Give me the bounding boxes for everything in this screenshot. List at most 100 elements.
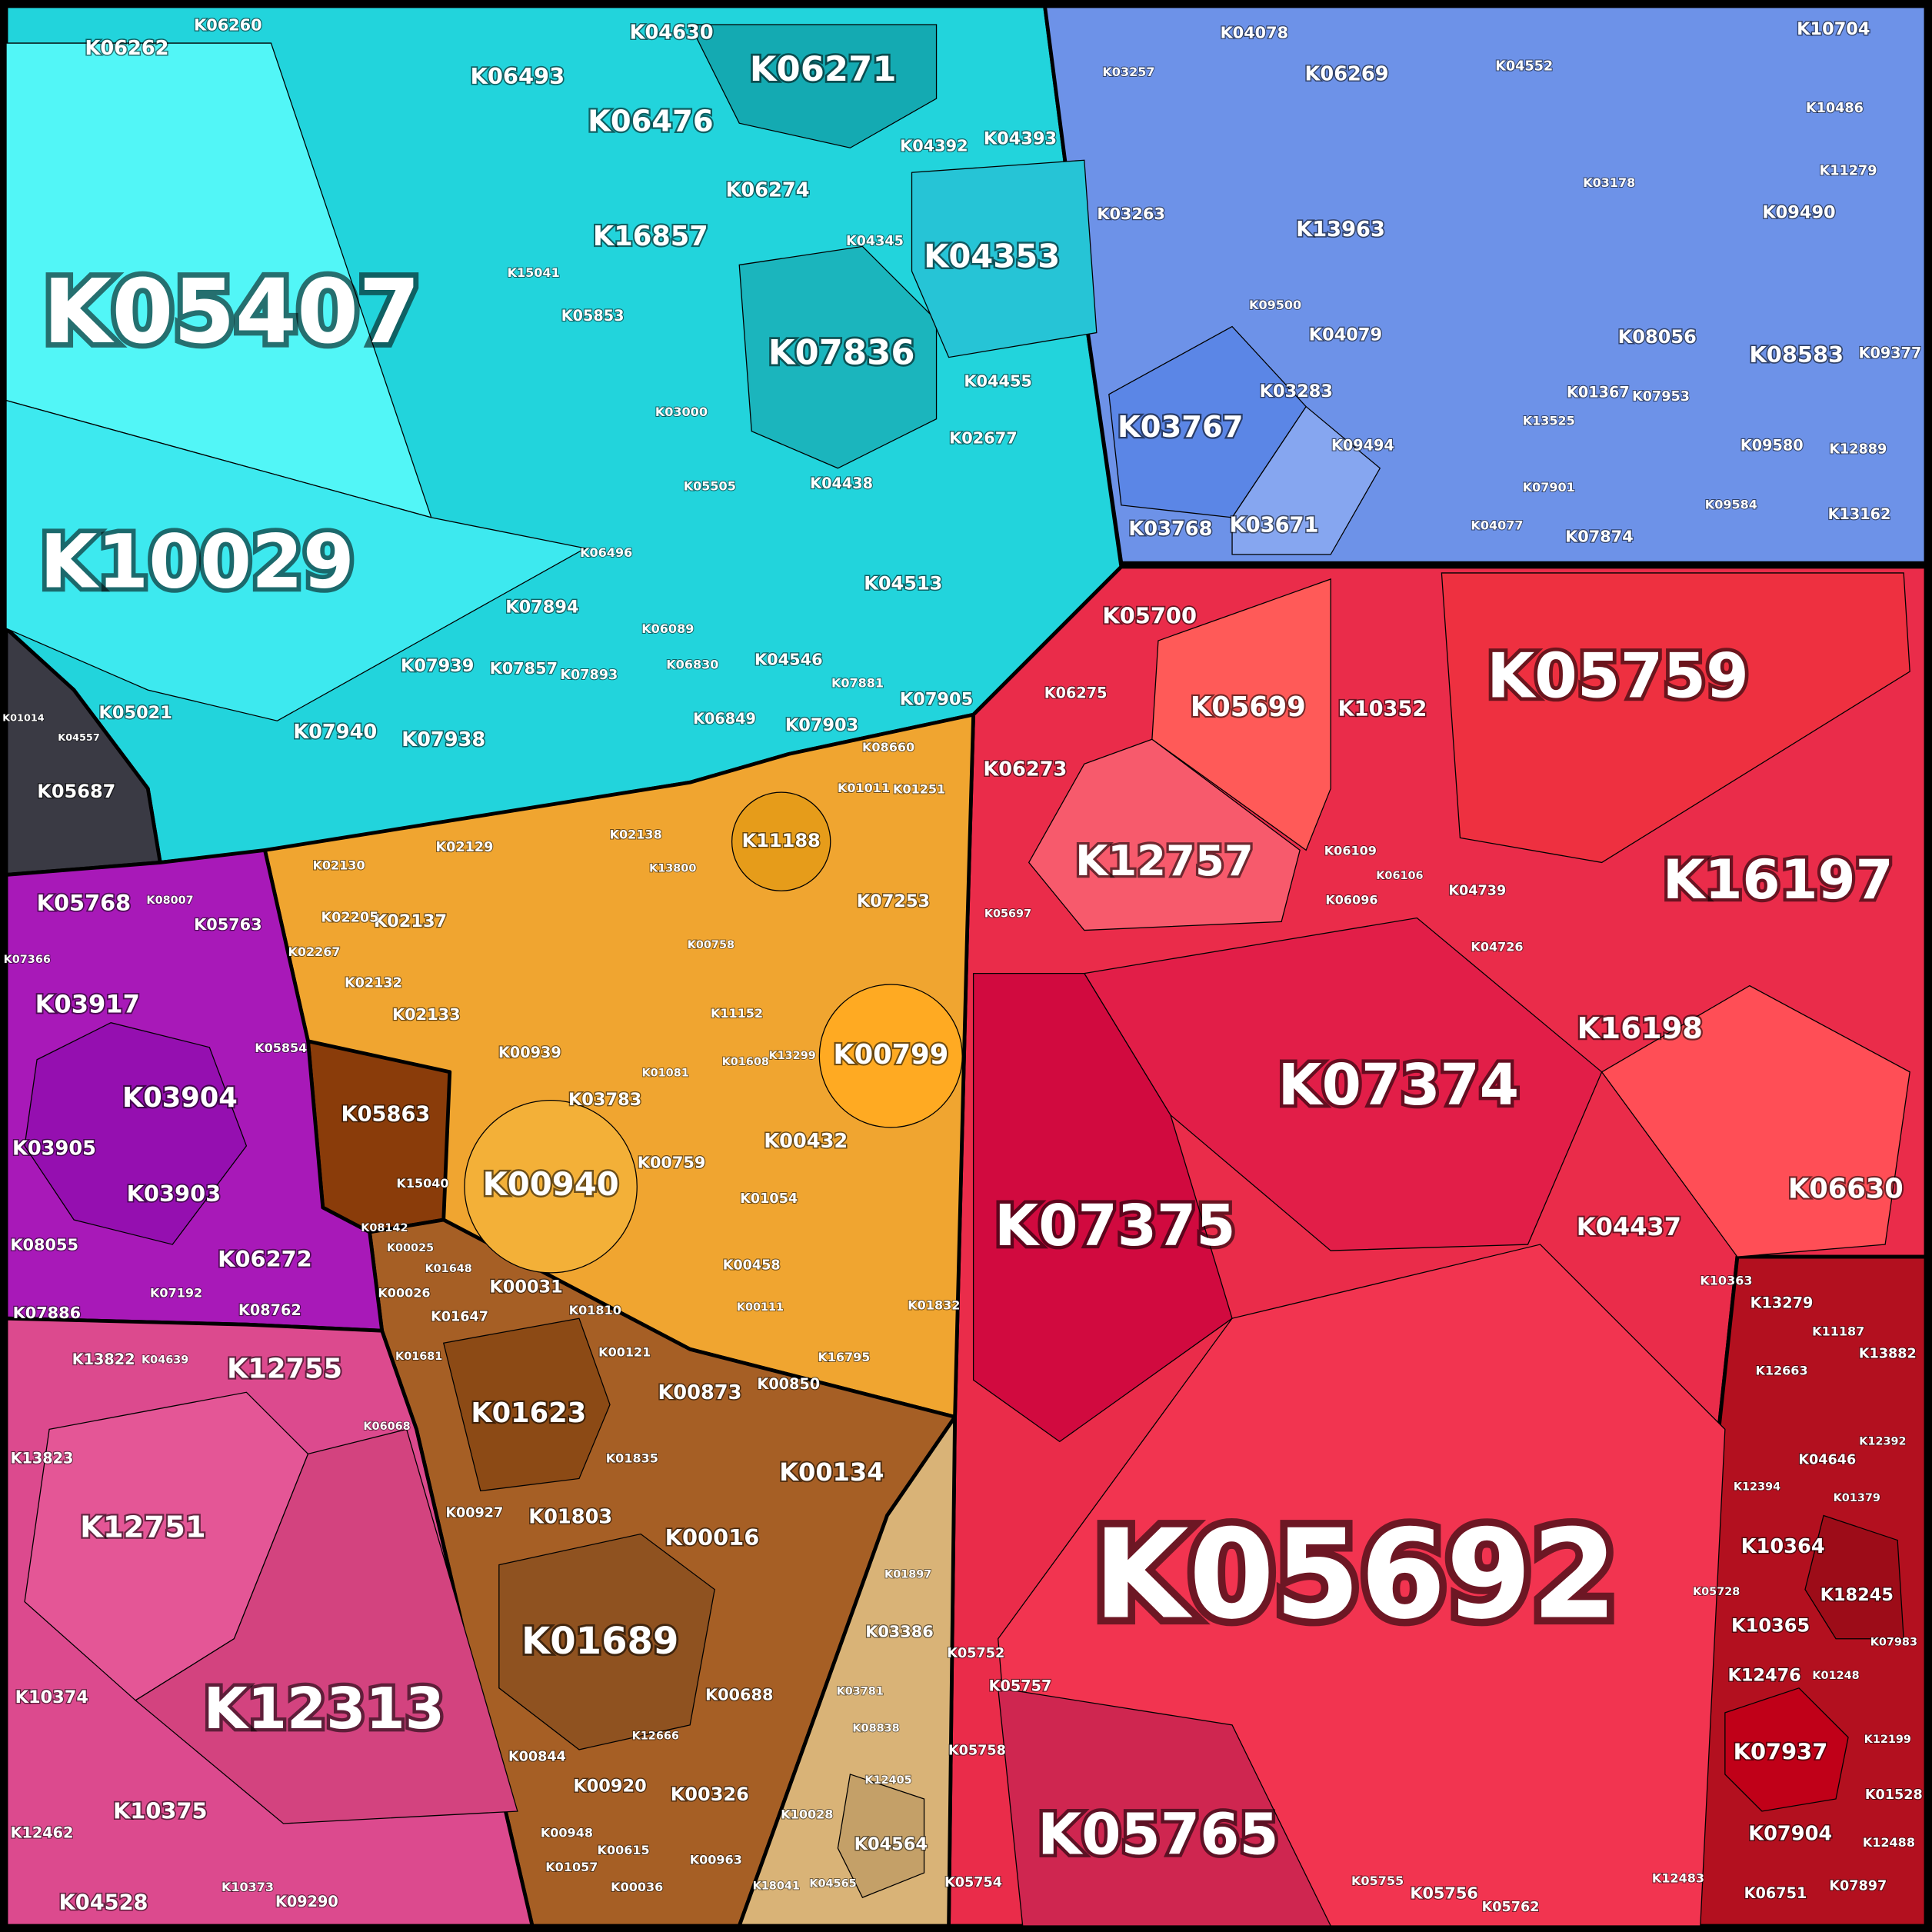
cell-label: K12663 [1755,1364,1807,1378]
cell-label: K04528 [59,1891,148,1915]
cell-label: K02132 [345,975,402,991]
cell-label: K07894 [505,597,578,617]
cell-label: K08056 [1618,326,1697,348]
cell-label: K02129 [436,840,494,855]
cell-label: K07938 [401,728,485,751]
cell-label: K06496 [580,545,632,560]
cell-label: K07901 [1523,480,1575,495]
cell-label: K03903 [127,1181,222,1207]
cell-label: K12405 [864,1774,911,1787]
cell-label: K01623 [471,1397,586,1429]
cell-label: K00111 [737,1301,784,1314]
cell-label: K04646 [1798,1452,1856,1467]
cell-label: K10029 [40,518,355,605]
cell-label: K00799 [833,1039,948,1071]
cell-label: K08762 [238,1301,301,1319]
cell [1804,1514,1904,1640]
cell-label: K10365 [1731,1615,1810,1637]
cell-label: K05697 [984,908,1031,921]
cell-label: K05755 [1351,1874,1404,1888]
cell [1724,1687,1849,1812]
cell-label: K01057 [545,1860,598,1874]
cell [738,245,938,469]
cell-label: K12751 [80,1511,206,1545]
cell-label: K08055 [10,1236,78,1254]
cell-label: K06751 [1744,1884,1807,1902]
cell-label: K06262 [85,37,169,60]
cell-label: K12483 [1652,1871,1704,1886]
cell-label: K08142 [361,1222,408,1234]
cell-label: K06068 [363,1421,410,1433]
cell-label: K07905 [900,689,973,709]
cell-label: K05763 [194,915,262,934]
cell-label: K00850 [757,1375,820,1393]
cell-label: K01689 [521,1620,678,1663]
cell-label: K04353 [924,237,1060,275]
cell-label: K12476 [1727,1665,1800,1685]
cell-label: K01608 [722,1056,769,1068]
cell-label: K07253 [857,891,930,911]
cell-label: K04393 [984,129,1057,149]
region-dark-brown [306,1039,452,1234]
cell-label: K07366 [4,954,51,966]
cell [464,1099,638,1274]
cell-label: K02677 [949,428,1018,447]
cell-label: K06089 [641,621,694,636]
cell-label: K06273 [983,758,1067,781]
cell-label: K00844 [508,1750,566,1765]
cell-label: K01681 [395,1351,442,1363]
cell-label: K06269 [1305,63,1389,86]
cell-label: K00031 [489,1277,562,1297]
cell-label: K04726 [1471,939,1523,954]
cell-label: K06096 [1325,893,1377,908]
cell [1601,984,1910,1257]
cell-label: K04552 [1495,59,1553,75]
cell-label: K04630 [630,21,714,44]
cell-label: K05759 [1487,640,1749,711]
cells [5,24,1910,1927]
cell-label: K01379 [1834,1492,1880,1504]
cell-label: K10028 [781,1807,833,1821]
cell-label: K00026 [378,1286,430,1301]
cell-label: K05687 [37,781,115,802]
cell-label: K13822 [72,1351,135,1368]
cell-label: K02205 [321,911,379,926]
cell-label: K09500 [1249,298,1301,312]
cell-label: K05728 [1693,1586,1740,1598]
cell-label: K05854 [255,1041,307,1055]
cell-label: K07893 [560,668,618,683]
cell-label: K04513 [864,572,942,594]
cell-label: K00920 [573,1776,646,1796]
cell [689,24,938,148]
cell-label: K04639 [142,1354,188,1367]
cell-label: K12313 [204,1677,445,1742]
cell-label: K07836 [768,331,915,372]
cell-label: K06274 [726,178,810,202]
cell-label: K07374 [1278,1053,1519,1118]
cell-label: K03671 [1230,514,1319,538]
cell-label: K03905 [12,1138,96,1161]
cell [911,159,1098,358]
cell-label: K05752 [947,1646,1004,1661]
cell-label: K10363 [1700,1274,1752,1288]
cell-label: K10364 [1741,1535,1825,1558]
cell-label: K00025 [387,1242,434,1254]
cell-label: K03257 [1102,65,1154,79]
cell-label: K07937 [1734,1739,1828,1765]
cell-label: K13279 [1750,1294,1814,1311]
cell-label: K00615 [598,1843,650,1857]
cell-label: K13823 [11,1449,74,1467]
cell-label: K09290 [275,1893,338,1910]
cell-label: K12462 [11,1824,74,1841]
cell-label: K15040 [396,1176,448,1191]
cell [1441,572,1910,864]
cell-label: K06493 [471,63,565,89]
cell-label: K04739 [1448,883,1506,898]
cell-label: K01054 [740,1191,798,1207]
cell-label: K02138 [610,828,662,842]
cell-label: K18245 [1820,1585,1894,1605]
cell-label: K13963 [1296,218,1385,242]
cell-label: K05768 [37,890,132,916]
cell-label: K02133 [392,1005,461,1024]
